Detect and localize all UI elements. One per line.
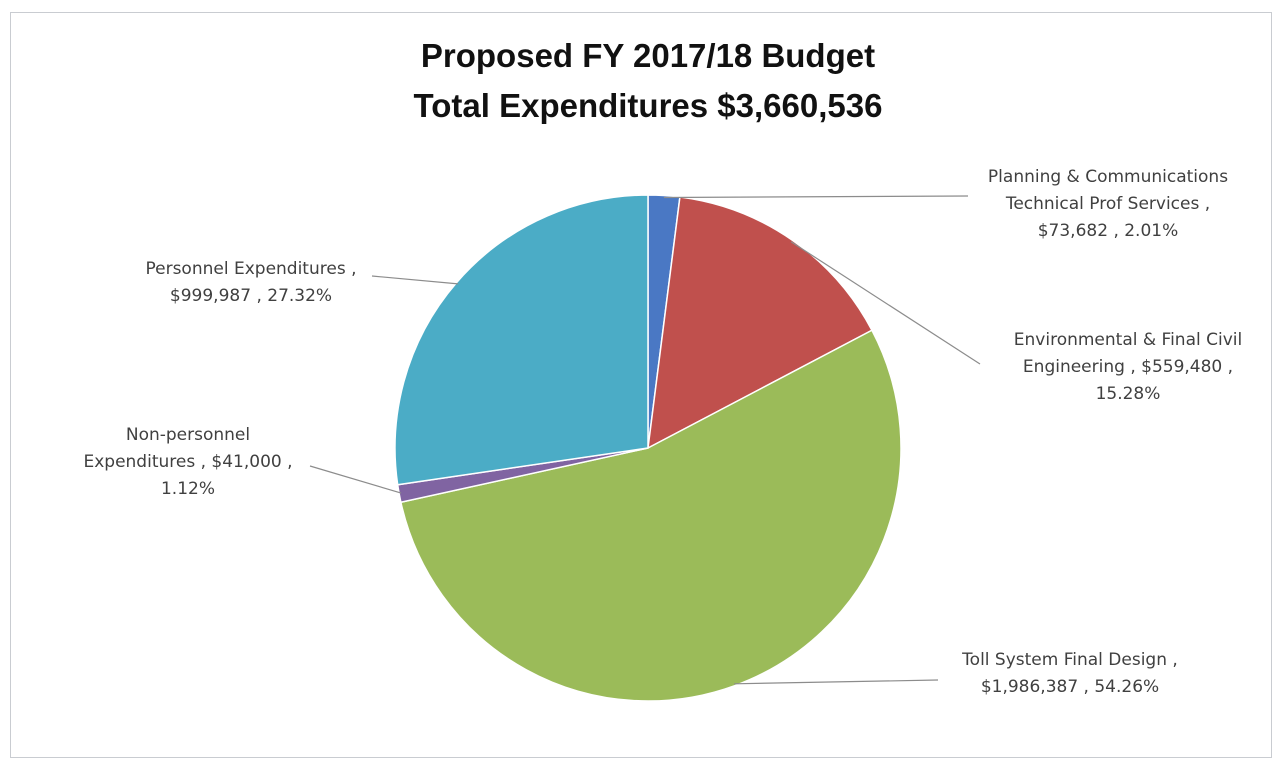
leader-lines [309,195,981,685]
pie-slice-2 [399,329,902,702]
chart-title-line-1: Proposed FY 2017/18 Budget [421,37,875,74]
slice-label-1-line-1: Engineering , $559,480 , [1023,357,1233,377]
slice-label-0-line-1: Technical Prof Services , [1005,194,1210,214]
slice-label-0: Planning & Communications Technical Prof … [988,167,1228,241]
slice-label-3-line-0: Non-personnel [126,425,250,445]
chart-title-line-2: Total Expenditures $3,660,536 [414,87,883,124]
leader-line-3 [309,465,402,494]
slice-label-3: Non-personnel Expenditures , $41,000 , 1.1… [83,425,292,499]
leader-line-0 [663,195,969,199]
slice-label-4: Personnel Expenditures , $999,987 , 27.32… [145,259,356,306]
slice-label-3-line-2: 1.12% [161,479,215,499]
slice-label-0-line-0: Planning & Communications [988,167,1228,187]
slice-label-3-line-1: Expenditures , $41,000 , [83,452,292,472]
slice-label-2: Toll System Final Design , $1,986,387 , 5… [961,650,1178,697]
slice-label-4-line-1: $999,987 , 27.32% [170,286,332,306]
slice-label-2-line-1: $1,986,387 , 54.26% [981,677,1159,697]
leader-line-2 [734,679,939,685]
pie-slices [394,194,902,702]
slice-label-1: Environmental & Final Civil Engineering ,… [1014,330,1242,404]
slice-label-0-line-2: $73,682 , 2.01% [1038,221,1179,241]
pie-slice-1 [647,196,873,450]
slice-label-1-line-2: 15.28% [1096,384,1161,404]
slice-label-4-line-0: Personnel Expenditures , [145,259,356,279]
pie-slice-4 [394,194,649,486]
leader-line-1 [790,241,981,365]
slice-labels: Planning & Communications Technical Prof … [83,167,1242,697]
slice-label-1-line-0: Environmental & Final Civil [1014,330,1242,350]
leader-line-4 [371,275,459,285]
chart-title: Proposed FY 2017/18 Budget Total Expendi… [414,37,883,124]
slice-label-2-line-0: Toll System Final Design , [961,650,1178,670]
